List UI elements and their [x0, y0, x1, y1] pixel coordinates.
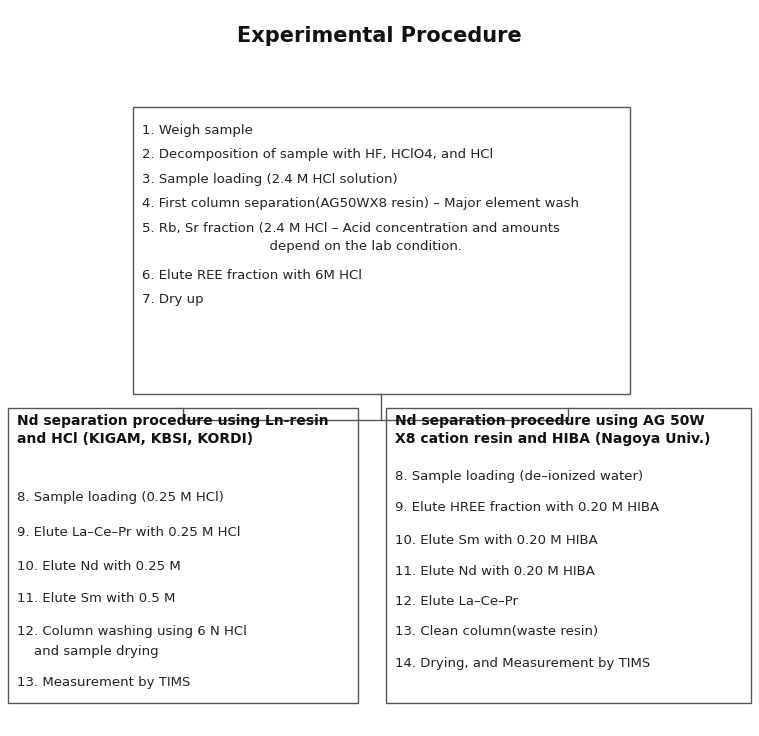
- Bar: [8, 408, 358, 703]
- Text: 9. Elute HREE fraction with 0.20 M HIBA: 9. Elute HREE fraction with 0.20 M HIBA: [395, 501, 659, 514]
- Text: 12. Column washing using 6 N HCl: 12. Column washing using 6 N HCl: [17, 625, 247, 638]
- Text: and sample drying: and sample drying: [17, 645, 159, 659]
- Text: 12. Elute La–Ce–Pr: 12. Elute La–Ce–Pr: [395, 595, 518, 609]
- Text: 7. Dry up: 7. Dry up: [142, 293, 203, 306]
- Text: Experimental Procedure: Experimental Procedure: [237, 26, 522, 46]
- Text: 9. Elute La–Ce–Pr with 0.25 M HCl: 9. Elute La–Ce–Pr with 0.25 M HCl: [17, 526, 240, 539]
- Text: depend on the lab condition.: depend on the lab condition.: [142, 240, 462, 253]
- Text: 2. Decomposition of sample with HF, HClO4, and HCl: 2. Decomposition of sample with HF, HClO…: [142, 149, 493, 161]
- Text: 10. Elute Nd with 0.25 M: 10. Elute Nd with 0.25 M: [17, 560, 181, 573]
- Text: 11. Elute Nd with 0.20 M HIBA: 11. Elute Nd with 0.20 M HIBA: [395, 565, 594, 578]
- Text: 10. Elute Sm with 0.20 M HIBA: 10. Elute Sm with 0.20 M HIBA: [395, 534, 597, 547]
- Text: 6. Elute REE fraction with 6M HCl: 6. Elute REE fraction with 6M HCl: [142, 269, 362, 282]
- Text: 1. Weigh sample: 1. Weigh sample: [142, 124, 253, 137]
- Text: 14. Drying, and Measurement by TIMS: 14. Drying, and Measurement by TIMS: [395, 657, 650, 670]
- Text: 4. First column separation(AG50WX8 resin) – Major element wash: 4. First column separation(AG50WX8 resin…: [142, 197, 579, 210]
- Text: 8. Sample loading (de–ionized water): 8. Sample loading (de–ionized water): [395, 470, 643, 484]
- Text: 13. Measurement by TIMS: 13. Measurement by TIMS: [17, 676, 190, 690]
- Bar: [386, 408, 751, 703]
- Text: 8. Sample loading (0.25 M HCl): 8. Sample loading (0.25 M HCl): [17, 491, 224, 504]
- Text: 3. Sample loading (2.4 M HCl solution): 3. Sample loading (2.4 M HCl solution): [142, 173, 398, 185]
- Text: 5. Rb, Sr fraction (2.4 M HCl – Acid concentration and amounts: 5. Rb, Sr fraction (2.4 M HCl – Acid con…: [142, 222, 560, 235]
- Text: 11. Elute Sm with 0.5 M: 11. Elute Sm with 0.5 M: [17, 592, 175, 606]
- Bar: [133, 107, 630, 394]
- Text: 13. Clean column(waste resin): 13. Clean column(waste resin): [395, 625, 598, 638]
- Text: Nd separation procedure using AG 50W
X8 cation resin and HIBA (Nagoya Univ.): Nd separation procedure using AG 50W X8 …: [395, 414, 710, 446]
- Text: Nd separation procedure using Ln-resin
and HCl (KIGAM, KBSI, KORDI): Nd separation procedure using Ln-resin a…: [17, 414, 329, 446]
